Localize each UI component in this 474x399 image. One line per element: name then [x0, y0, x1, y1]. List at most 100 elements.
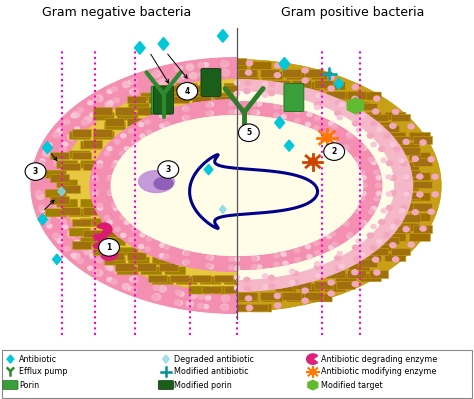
Text: 3: 3	[165, 165, 171, 174]
Polygon shape	[158, 38, 169, 50]
Circle shape	[313, 125, 320, 131]
FancyBboxPatch shape	[158, 381, 173, 389]
Bar	[72, 129, 91, 137]
Ellipse shape	[62, 80, 412, 291]
Circle shape	[246, 60, 253, 66]
Bar	[115, 263, 134, 271]
Circle shape	[389, 122, 397, 129]
Circle shape	[392, 256, 400, 263]
Circle shape	[213, 258, 220, 265]
Ellipse shape	[92, 102, 382, 269]
Text: Degraded antibiotic: Degraded antibiotic	[174, 355, 255, 363]
Text: 2: 2	[331, 147, 337, 156]
Bar	[380, 125, 399, 132]
Bar	[401, 214, 420, 222]
Bar	[83, 140, 102, 148]
FancyBboxPatch shape	[374, 243, 394, 251]
Circle shape	[262, 92, 268, 98]
Circle shape	[164, 121, 170, 127]
FancyBboxPatch shape	[360, 92, 381, 100]
Circle shape	[354, 159, 361, 165]
Ellipse shape	[111, 116, 363, 255]
FancyBboxPatch shape	[287, 294, 308, 302]
Circle shape	[337, 251, 343, 256]
FancyBboxPatch shape	[410, 213, 430, 221]
Circle shape	[77, 258, 84, 264]
Circle shape	[399, 158, 405, 163]
Circle shape	[38, 160, 46, 167]
Circle shape	[386, 205, 393, 211]
Bar	[227, 58, 246, 65]
Circle shape	[63, 119, 71, 125]
Bar	[170, 275, 189, 282]
Circle shape	[54, 158, 61, 163]
Ellipse shape	[92, 102, 382, 269]
Circle shape	[159, 253, 165, 259]
Circle shape	[152, 71, 158, 77]
Ellipse shape	[90, 100, 384, 271]
Circle shape	[403, 174, 410, 180]
Polygon shape	[43, 142, 52, 154]
Bar	[401, 170, 420, 177]
Bar	[127, 118, 146, 126]
Bar	[326, 91, 345, 99]
FancyBboxPatch shape	[57, 199, 78, 207]
Text: Modified target: Modified target	[321, 381, 383, 389]
Ellipse shape	[33, 60, 441, 311]
Circle shape	[392, 109, 400, 115]
Text: Antibiotic modifying enzyme: Antibiotic modifying enzyme	[321, 367, 437, 376]
FancyBboxPatch shape	[81, 238, 101, 246]
Circle shape	[314, 250, 321, 256]
Circle shape	[431, 191, 439, 198]
Bar	[137, 107, 156, 115]
Circle shape	[280, 114, 287, 120]
Circle shape	[305, 122, 311, 127]
FancyBboxPatch shape	[152, 103, 173, 111]
Circle shape	[92, 96, 100, 102]
Circle shape	[146, 236, 153, 242]
Circle shape	[139, 232, 146, 238]
Circle shape	[90, 177, 98, 183]
Circle shape	[50, 191, 56, 197]
Bar	[181, 85, 200, 92]
Circle shape	[343, 221, 349, 227]
Circle shape	[305, 244, 311, 249]
Bar	[292, 80, 311, 88]
FancyBboxPatch shape	[224, 83, 245, 91]
Circle shape	[69, 132, 76, 138]
Circle shape	[202, 62, 209, 67]
Text: 1: 1	[106, 243, 112, 252]
Circle shape	[328, 85, 335, 92]
Circle shape	[416, 174, 424, 180]
Bar	[336, 103, 355, 110]
Circle shape	[182, 250, 189, 256]
Circle shape	[289, 269, 295, 274]
Circle shape	[111, 202, 118, 208]
Circle shape	[360, 175, 367, 180]
Bar	[304, 69, 323, 77]
Circle shape	[315, 93, 321, 98]
Ellipse shape	[33, 60, 441, 311]
Circle shape	[211, 265, 219, 272]
Circle shape	[129, 277, 136, 282]
Polygon shape	[163, 355, 169, 363]
Circle shape	[81, 245, 88, 252]
Circle shape	[301, 67, 309, 74]
Circle shape	[328, 245, 335, 250]
Circle shape	[375, 183, 382, 188]
Circle shape	[153, 81, 160, 87]
Circle shape	[131, 226, 137, 232]
Bar	[391, 248, 410, 255]
Bar	[72, 241, 91, 249]
Text: 4: 4	[184, 87, 190, 96]
Circle shape	[359, 252, 365, 258]
Circle shape	[197, 62, 205, 68]
Bar	[260, 292, 279, 300]
Bar	[369, 114, 388, 121]
FancyBboxPatch shape	[189, 286, 210, 294]
Circle shape	[176, 300, 183, 306]
Circle shape	[197, 303, 205, 309]
Circle shape	[153, 294, 161, 300]
Circle shape	[351, 269, 359, 275]
Circle shape	[221, 61, 228, 67]
